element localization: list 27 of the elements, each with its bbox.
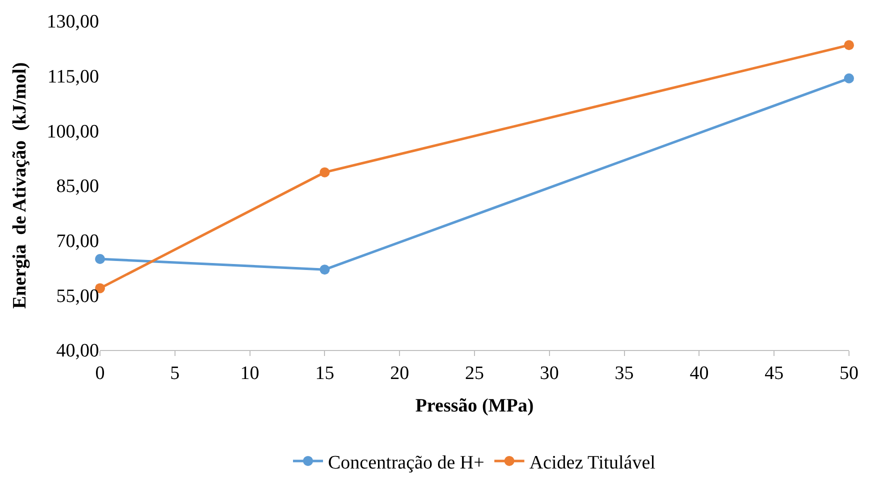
x-tick-label: 0 xyxy=(95,362,105,384)
y-tick-label: 55,00 xyxy=(56,286,99,307)
legend-label: Acidez Titulável xyxy=(529,452,656,474)
x-tick-label: 30 xyxy=(540,362,559,384)
point xyxy=(844,40,854,50)
legend-label: Concentração de H+ xyxy=(328,452,484,474)
y-tick-label: 40,00 xyxy=(56,340,99,362)
x-tick-label: 10 xyxy=(240,362,260,384)
x-axis-title: Pressão (MPa) xyxy=(415,396,534,417)
y-axis-title: Energia de Ativação (kJ/mol) xyxy=(10,62,31,309)
x-tick-label: 25 xyxy=(465,362,484,384)
x-tick-label: 45 xyxy=(764,362,784,384)
point xyxy=(95,254,105,264)
y-tick-label: 100,00 xyxy=(46,121,99,142)
x-tick-label: 20 xyxy=(390,362,410,384)
point xyxy=(320,167,330,178)
x-tick-label: 50 xyxy=(840,362,858,384)
y-tick-label: 70,00 xyxy=(56,230,99,252)
y-tick-label: 130,00 xyxy=(46,12,99,33)
x-tick-label: 5 xyxy=(170,362,180,384)
x-tick-label: 15 xyxy=(315,362,334,384)
point xyxy=(844,73,854,84)
y-tick-label: 85,00 xyxy=(56,176,99,198)
point xyxy=(320,264,330,275)
x-tick-label: 35 xyxy=(614,362,634,384)
y-tick-label: 115,00 xyxy=(47,66,99,88)
x-tick-label: 40 xyxy=(690,362,709,384)
